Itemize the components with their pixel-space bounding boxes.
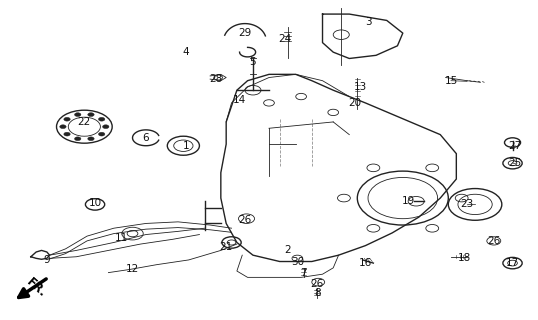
Circle shape — [64, 117, 70, 121]
Text: 9: 9 — [44, 255, 50, 265]
Circle shape — [75, 113, 81, 116]
Circle shape — [88, 113, 94, 116]
Text: 24: 24 — [279, 35, 292, 44]
Text: 8: 8 — [314, 288, 321, 298]
Text: 3: 3 — [365, 17, 371, 27]
Text: 4: 4 — [183, 47, 189, 57]
Text: 12: 12 — [126, 264, 139, 275]
Text: 2: 2 — [285, 245, 291, 255]
Text: 22: 22 — [77, 117, 91, 127]
Text: 11: 11 — [115, 233, 129, 243]
Circle shape — [98, 132, 105, 136]
Text: 18: 18 — [458, 253, 471, 263]
Text: 5: 5 — [250, 57, 256, 67]
Text: 6: 6 — [143, 133, 149, 143]
Text: 13: 13 — [353, 82, 366, 92]
Text: 17: 17 — [506, 258, 519, 268]
Circle shape — [64, 132, 70, 136]
Text: 14: 14 — [233, 95, 246, 105]
Circle shape — [98, 117, 105, 121]
Circle shape — [60, 125, 66, 129]
Text: 21: 21 — [220, 242, 233, 252]
Text: 1: 1 — [183, 141, 189, 151]
Text: FR.: FR. — [24, 276, 49, 300]
Text: 10: 10 — [88, 198, 102, 208]
Text: 15: 15 — [444, 76, 458, 86]
Text: 29: 29 — [238, 28, 252, 38]
Text: 26: 26 — [238, 215, 252, 225]
Text: 25: 25 — [508, 158, 522, 168]
Text: 19: 19 — [401, 196, 415, 206]
Circle shape — [88, 137, 94, 141]
Text: 23: 23 — [461, 199, 473, 209]
Circle shape — [75, 137, 81, 141]
Text: 16: 16 — [359, 258, 372, 268]
Text: 28: 28 — [209, 74, 222, 84]
Text: 26: 26 — [487, 236, 500, 246]
Text: 26: 26 — [310, 279, 324, 289]
Text: 30: 30 — [291, 257, 304, 267]
Text: 7: 7 — [301, 268, 307, 278]
Text: 27: 27 — [508, 141, 522, 151]
Text: 20: 20 — [348, 98, 361, 108]
Circle shape — [103, 125, 109, 129]
